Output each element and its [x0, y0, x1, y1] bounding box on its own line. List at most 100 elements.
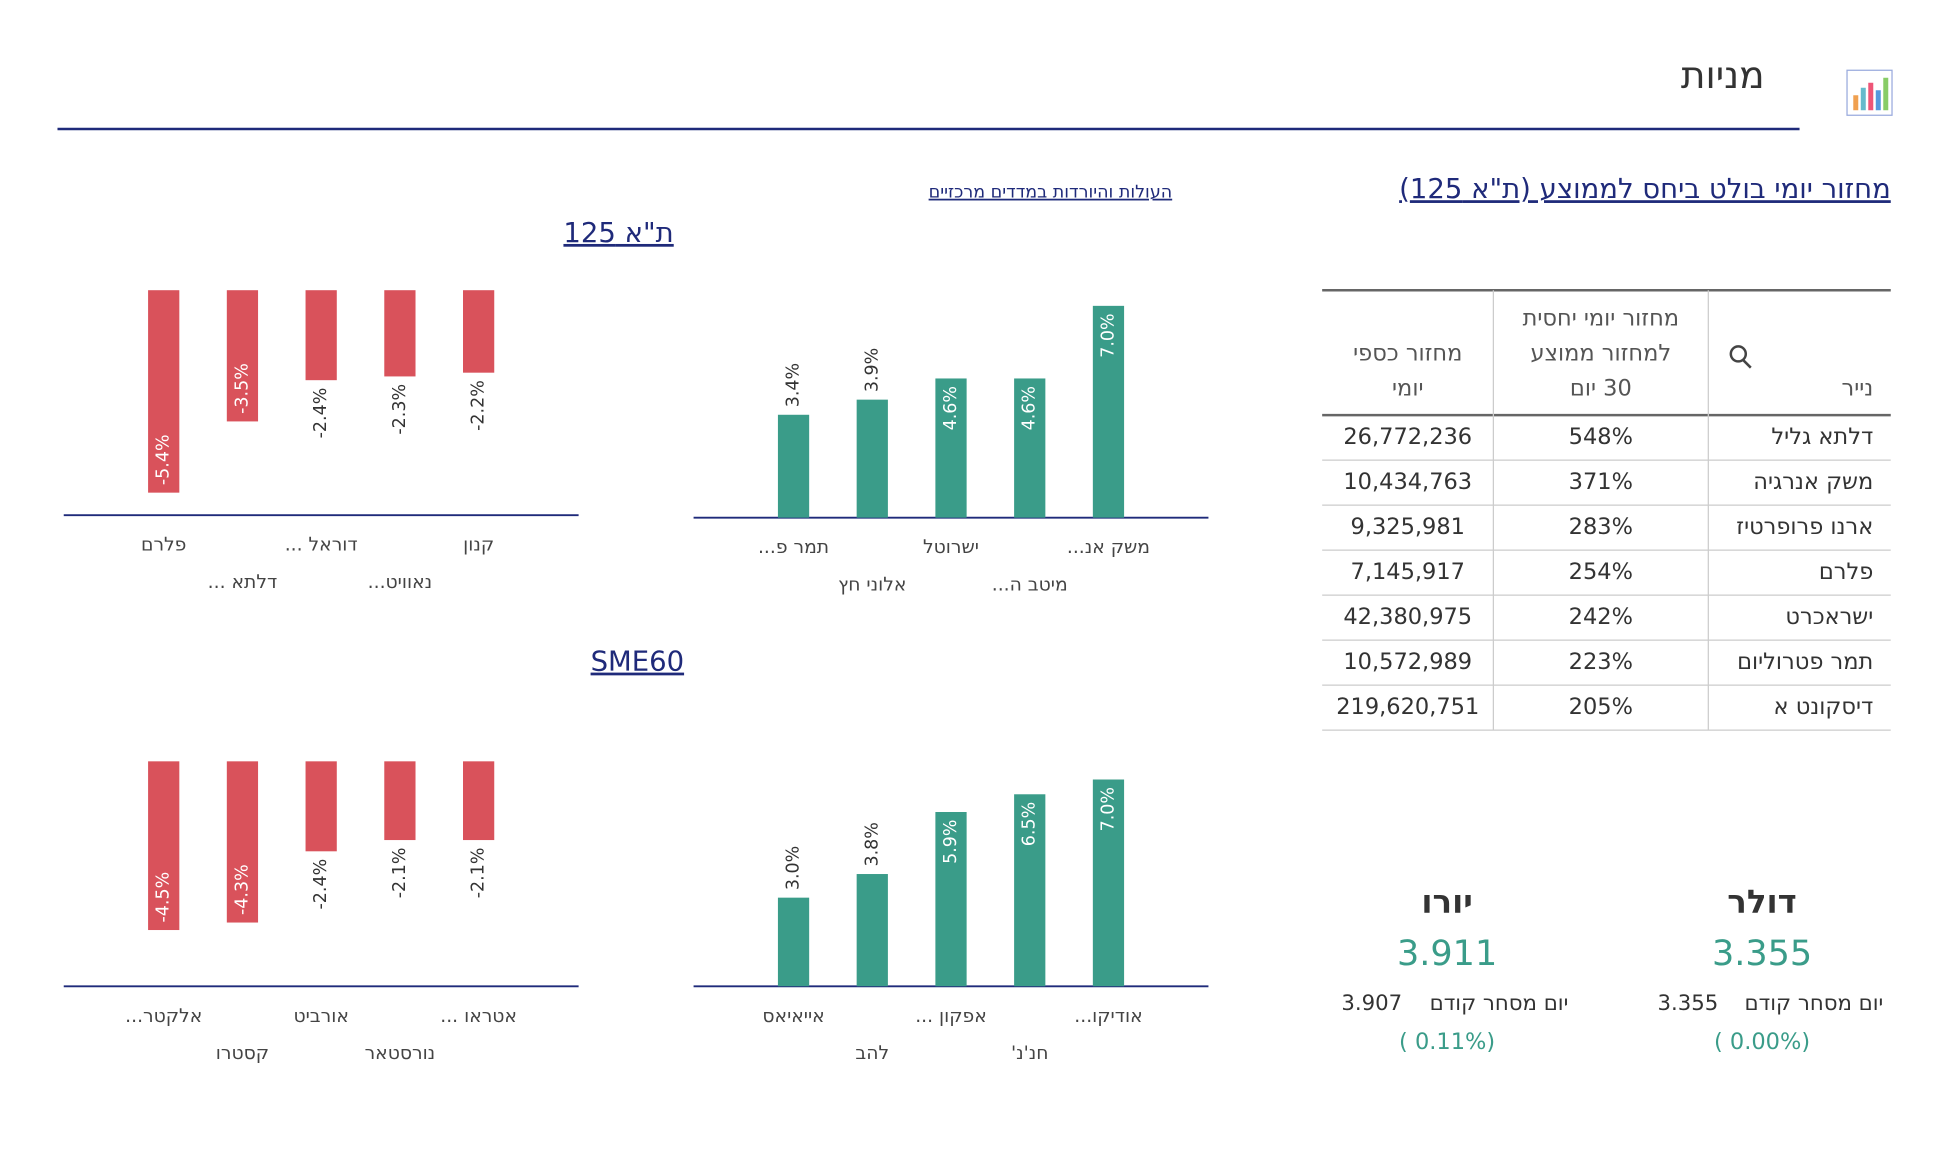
table-cell: 254%	[1569, 559, 1633, 585]
bar	[935, 378, 967, 518]
table-cell: 7,145,917	[1351, 559, 1465, 585]
category-label: דוראל ...	[285, 535, 358, 556]
category-label: ישרוטל	[923, 537, 979, 558]
table-header: למחזור ממוצע	[1531, 340, 1672, 366]
category-label: משק אנ...	[1067, 537, 1150, 558]
table-cell: 219,620,751	[1336, 694, 1479, 720]
table-cell: ארנו פרופרטיז	[1736, 514, 1873, 540]
value-label: -4.3%	[232, 864, 252, 915]
value-label: 3.9%	[862, 348, 882, 392]
table-cell: משק אנרגיה	[1753, 469, 1873, 495]
chart-icon	[1846, 69, 1893, 116]
bar	[384, 290, 416, 377]
bar	[1014, 794, 1046, 987]
table-header: מחזור כספי	[1353, 340, 1462, 366]
category-label: אורביט	[293, 1006, 348, 1027]
currency-value: 3.911	[1397, 934, 1497, 974]
bar	[777, 414, 810, 518]
bar	[856, 399, 888, 518]
value-label: 3.4%	[784, 363, 804, 407]
table-cell: 283%	[1569, 514, 1633, 540]
bar	[463, 761, 495, 841]
category-label: נאוויט...	[368, 572, 432, 593]
category-label: פלרם	[141, 535, 186, 556]
bar	[1092, 305, 1125, 518]
category-label: אייאיאס	[762, 1006, 824, 1027]
table-cell: 10,572,989	[1343, 649, 1472, 675]
prev-value: 3.907	[1341, 991, 1402, 1016]
value-label: -2.3%	[390, 384, 410, 435]
prev-value: 3.355	[1658, 991, 1719, 1016]
bar	[463, 290, 495, 373]
bar	[1014, 378, 1046, 518]
bar	[777, 897, 810, 987]
table-cell: 42,380,975	[1343, 604, 1472, 630]
bar	[148, 290, 180, 493]
section-title[interactable]: ת"א 125	[563, 217, 673, 249]
table-header: יומי	[1392, 375, 1423, 401]
table-cell: פלרם	[1819, 559, 1873, 585]
table-cell: 548%	[1569, 424, 1633, 450]
value-label: -2.4%	[311, 388, 331, 439]
table-cell: דיסקונט א	[1774, 694, 1874, 720]
bar	[1092, 779, 1125, 987]
value-label: 3.0%	[784, 846, 804, 890]
value-label: -2.2%	[469, 380, 489, 431]
bar	[935, 811, 967, 987]
bar	[856, 874, 888, 987]
value-label: -4.5%	[154, 872, 174, 923]
table-cell: 223%	[1569, 649, 1633, 675]
change: ( 0.11%)	[1399, 1029, 1495, 1055]
currency-name: יורו	[1421, 883, 1472, 921]
table-cell: 205%	[1569, 694, 1633, 720]
category-label: חנ'נ'	[1011, 1043, 1049, 1064]
value-label: 7.0%	[1098, 787, 1118, 831]
table-cell: דלתא גליל	[1771, 424, 1873, 450]
table-cell: 242%	[1569, 604, 1633, 630]
value-label: -2.4%	[311, 859, 331, 910]
table-title[interactable]: מחזור יומי בולט ביחס לממוצע (ת"א 125)	[1399, 173, 1891, 205]
movers-link[interactable]: העולות והיורדות במדדים מרכזיים	[929, 183, 1173, 203]
value-label: -2.1%	[390, 848, 410, 899]
category-label: קנון	[463, 535, 494, 556]
category-label: תמר פ...	[758, 537, 829, 558]
value-label: 3.8%	[862, 822, 882, 866]
table-cell: 371%	[1569, 469, 1633, 495]
category-label: אלקטר...	[125, 1006, 202, 1027]
bar	[305, 290, 337, 381]
currency-name: דולר	[1727, 883, 1796, 921]
category-label: נורסטאר	[365, 1043, 436, 1064]
change: ( 0.00%)	[1714, 1029, 1810, 1055]
table-header: נייר	[1842, 375, 1874, 401]
prev-label: יום מסחר קודם	[1430, 991, 1569, 1016]
category-label: אלוני חץ	[838, 575, 906, 596]
bar	[384, 761, 416, 841]
section-title[interactable]: SME60	[591, 646, 685, 678]
table-header: 30 יום	[1570, 375, 1632, 401]
category-label: קסטרו	[216, 1043, 269, 1064]
value-label: 4.6%	[1020, 386, 1040, 430]
value-label: 4.6%	[941, 386, 961, 430]
prev-label: יום מסחר קודם	[1745, 991, 1884, 1016]
category-label: אודיקו...	[1074, 1006, 1142, 1027]
category-label: דלתא ...	[208, 572, 278, 593]
value-label: -3.5%	[232, 363, 252, 414]
value-label: 7.0%	[1098, 313, 1118, 357]
search-icon[interactable]	[1729, 345, 1752, 369]
table-cell: תמר פטרוליום	[1737, 649, 1873, 675]
category-label: מיטב ה...	[992, 575, 1068, 596]
page-title: מניות	[1681, 53, 1765, 97]
bar	[226, 761, 259, 923]
table-cell: ישראכרט	[1785, 604, 1873, 630]
category-label: להב	[855, 1043, 889, 1064]
table-cell: 9,325,981	[1351, 514, 1465, 540]
value-label: 6.5%	[1020, 802, 1040, 846]
table-cell: 26,772,236	[1343, 424, 1472, 450]
value-label: 5.9%	[941, 819, 961, 863]
value-label: -2.1%	[469, 848, 489, 899]
table-header: מחזור יומי יחסית	[1523, 305, 1679, 331]
bar	[148, 761, 180, 931]
bar	[305, 761, 337, 852]
currency-value: 3.355	[1712, 934, 1812, 974]
